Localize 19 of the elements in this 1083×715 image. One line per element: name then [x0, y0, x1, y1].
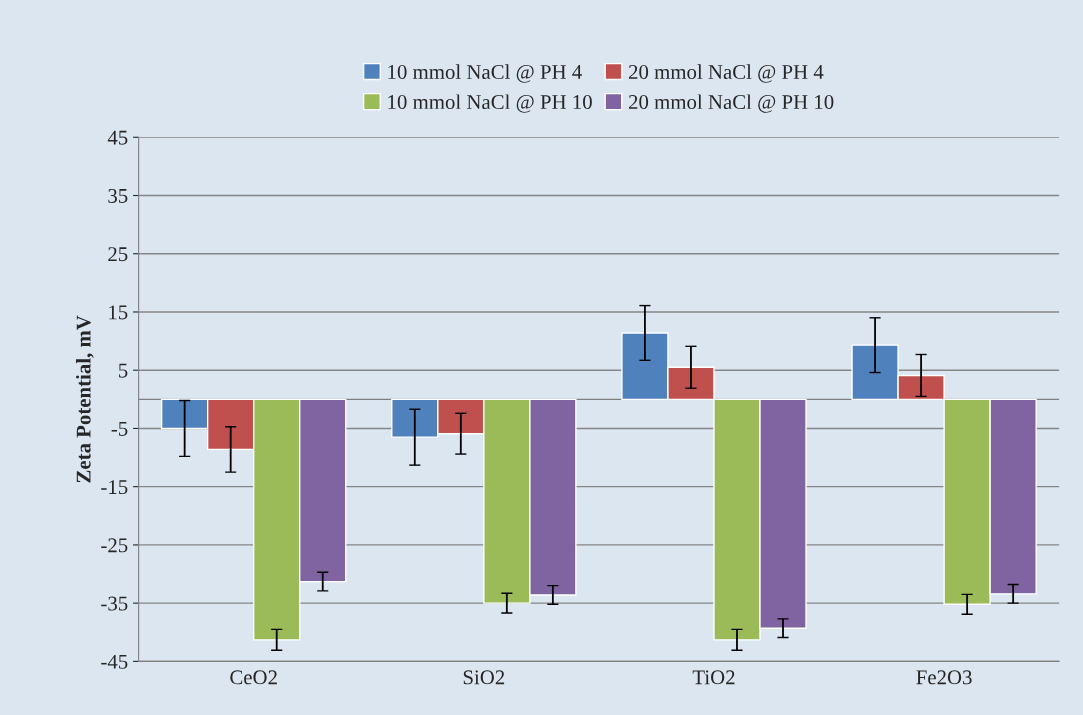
y-tick-label: 35: [108, 188, 128, 203]
y-tick-label: -5: [111, 422, 128, 436]
y-tick-label: 25: [108, 247, 128, 262]
x-tick-label: SiO2: [463, 670, 505, 685]
legend-label: 10 mmol NaCl @ PH 4: [388, 64, 582, 83]
y-tick-label: -45: [101, 654, 128, 669]
legend-label: 10 mmol NaCl @ PH 10: [388, 94, 592, 113]
y-tick-label: 5: [119, 363, 128, 378]
y-tick-label: -25: [101, 538, 128, 553]
y-tick-label: 45: [107, 130, 128, 145]
y-tick-label: -15: [101, 480, 128, 495]
y-axis-title: Zeta Potential, mV: [75, 315, 94, 483]
x-tick-label: CeO2: [230, 670, 277, 685]
y-tick-label: 15: [109, 305, 128, 320]
legend-label: 20 mmol NaCl @ PH 4: [628, 64, 824, 83]
y-tick-label: -35: [101, 596, 128, 611]
legend-label: 20 mmol NaCl @ PH 10: [628, 94, 834, 113]
x-tick-label: TiO2: [692, 670, 735, 685]
x-tick-label: Fe2O3: [916, 670, 972, 685]
